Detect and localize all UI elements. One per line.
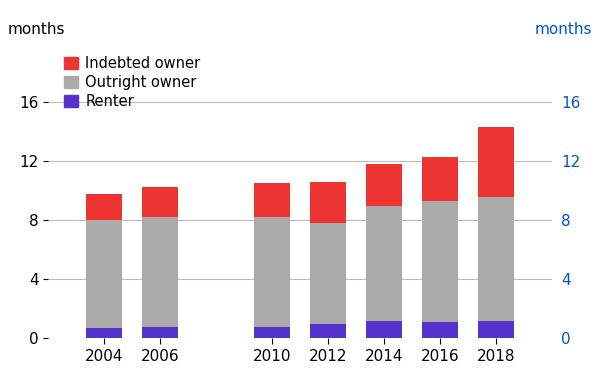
Bar bbox=[366, 164, 402, 206]
Bar bbox=[310, 324, 346, 339]
Bar bbox=[142, 187, 178, 217]
Bar bbox=[254, 183, 290, 218]
Bar bbox=[86, 194, 122, 220]
Bar bbox=[422, 157, 458, 201]
Text: months: months bbox=[535, 22, 592, 37]
Bar bbox=[86, 328, 122, 339]
Bar bbox=[478, 321, 514, 339]
Bar bbox=[310, 223, 346, 324]
Bar bbox=[478, 197, 514, 321]
Bar bbox=[366, 206, 402, 321]
Bar bbox=[422, 201, 458, 322]
Bar bbox=[142, 217, 178, 327]
Bar bbox=[142, 327, 178, 339]
Bar bbox=[366, 321, 402, 339]
Bar bbox=[86, 220, 122, 328]
Text: months: months bbox=[8, 22, 65, 37]
Legend: Indebted owner, Outright owner, Renter: Indebted owner, Outright owner, Renter bbox=[61, 53, 203, 111]
Bar bbox=[422, 322, 458, 339]
Bar bbox=[478, 127, 514, 197]
Bar bbox=[310, 182, 346, 223]
Bar bbox=[254, 327, 290, 339]
Bar bbox=[254, 217, 290, 327]
